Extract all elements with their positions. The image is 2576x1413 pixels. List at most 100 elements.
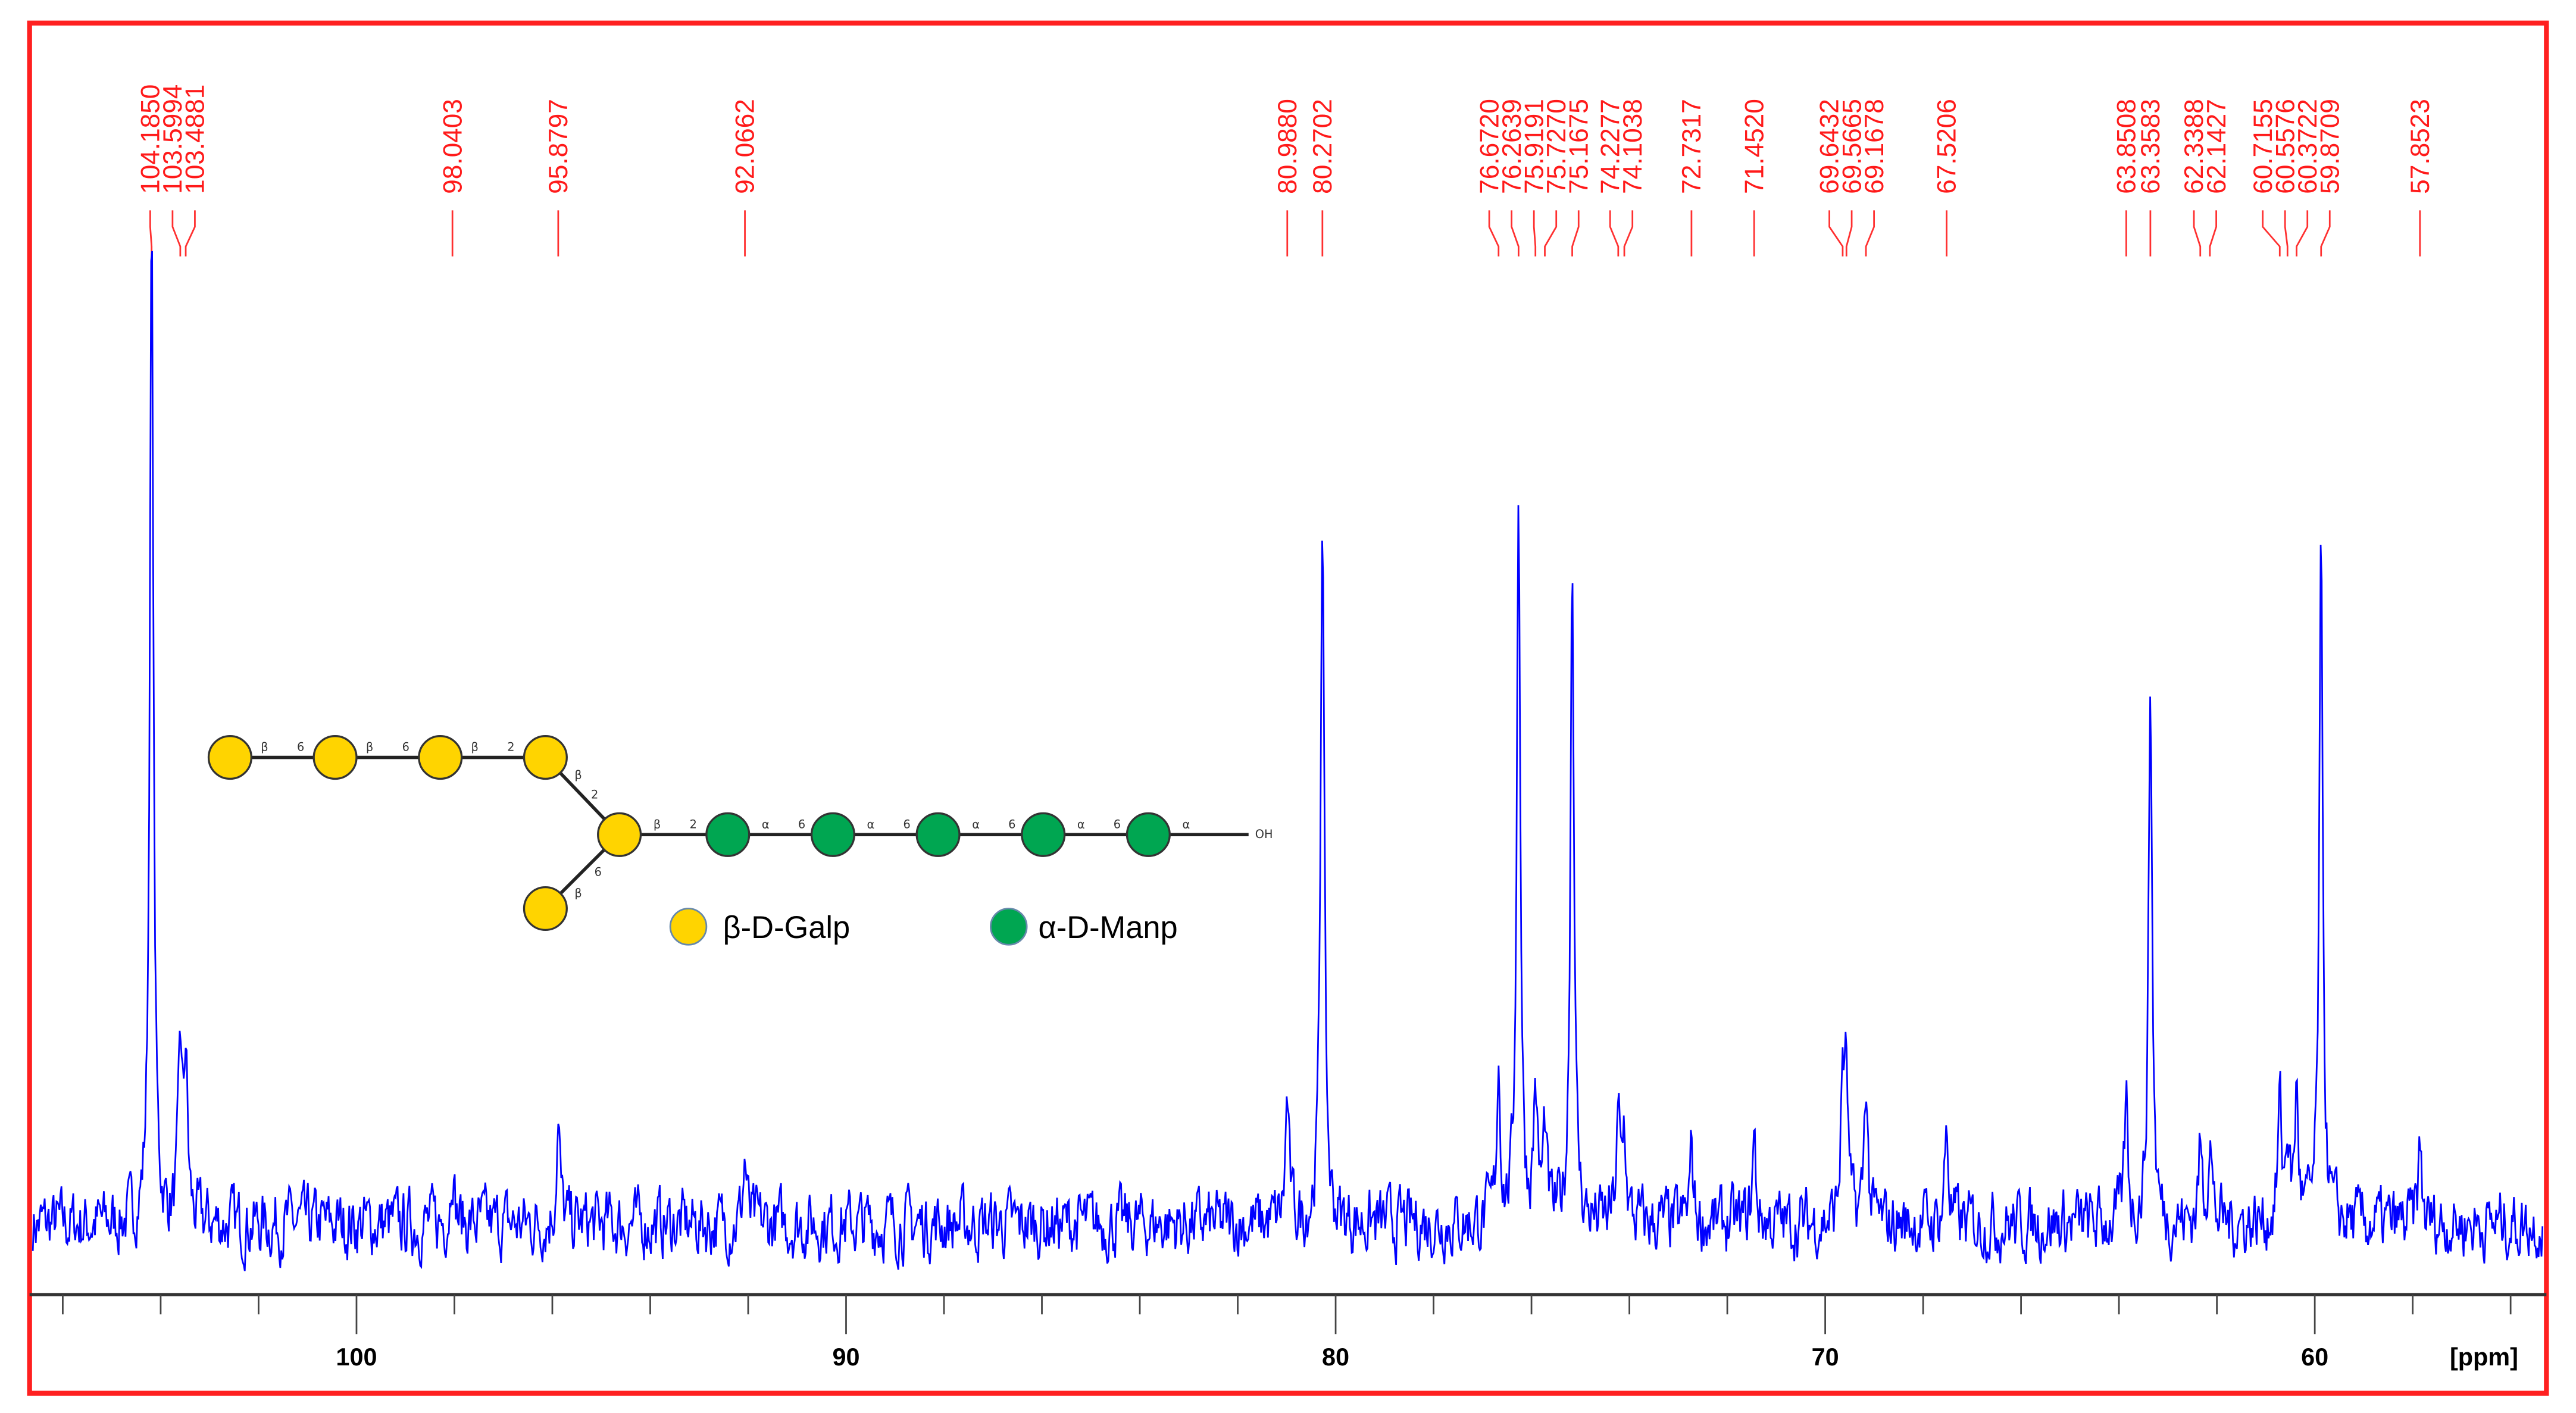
peak-leader-line xyxy=(1845,210,1853,257)
peak-label: 103.5994 xyxy=(158,85,187,194)
peak-label: 57.8523 xyxy=(2406,99,2435,194)
peak-leader-line xyxy=(2193,210,2202,257)
peak-label: 67.5206 xyxy=(1933,99,1962,194)
man-residue xyxy=(1126,812,1171,857)
peak-label: 92.0662 xyxy=(731,99,760,194)
peak-label: 76.6720 xyxy=(1475,99,1504,194)
man-residue xyxy=(810,812,855,857)
peak-label: 95.8797 xyxy=(544,99,573,194)
peak-leader-line xyxy=(149,210,153,257)
linkage-anomer: β xyxy=(574,768,582,781)
peak-leader-line xyxy=(171,210,182,257)
peak-label: 60.3722 xyxy=(2293,99,2322,194)
peak-label: 62.1427 xyxy=(2202,99,2231,194)
peak-label: 75.9191 xyxy=(1520,99,1549,194)
linkage-anomer: β xyxy=(654,817,661,831)
linkage-position: 6 xyxy=(1114,817,1121,831)
peak-label: 60.7155 xyxy=(2249,99,2278,194)
gal-residue xyxy=(207,735,252,780)
gal-residue xyxy=(523,886,568,931)
linkage-position: 6 xyxy=(798,817,805,831)
linkage-anomer: α xyxy=(867,817,875,831)
peak-label: 98.0403 xyxy=(438,99,467,194)
tick-label-60: 60 xyxy=(2301,1343,2328,1371)
linkage-anomer: α xyxy=(1077,817,1085,831)
peak-leader-line xyxy=(2284,210,2289,257)
linkage-anomer: α xyxy=(762,817,770,831)
peak-leader-line xyxy=(1511,210,1520,257)
gal-residue xyxy=(523,735,568,780)
tick-label-90: 90 xyxy=(832,1343,859,1371)
peak-leader-line xyxy=(2209,210,2217,257)
gal-residue-branch xyxy=(597,812,642,857)
x-axis-tick-labels: 100 90 80 70 60 xyxy=(336,1343,2328,1371)
peak-leader-line xyxy=(1571,210,1580,257)
linkage-anomer: β xyxy=(366,740,373,754)
gal-residue xyxy=(312,735,358,780)
peak-label: 75.1675 xyxy=(1564,99,1593,194)
tick-label-100: 100 xyxy=(336,1343,377,1371)
linkage-position: 6 xyxy=(297,740,304,754)
reducing-end-label: OH xyxy=(1255,827,1273,841)
peak-label: 80.9880 xyxy=(1273,99,1302,194)
peak-leader-line xyxy=(2262,210,2281,257)
legend-man-label: α-D-Manp xyxy=(1038,911,1177,945)
legend-man-symbol xyxy=(990,908,1028,946)
peak-label: 69.6432 xyxy=(1815,99,1845,194)
legend-gal-symbol xyxy=(669,908,708,946)
gal-residue xyxy=(418,735,463,780)
peak-label: 60.5576 xyxy=(2271,99,2300,194)
peak-label: 74.2277 xyxy=(1596,99,1625,194)
linkage-anomer: β xyxy=(574,886,582,900)
peak-label: 76.2639 xyxy=(1498,99,1527,194)
linkage-position: 6 xyxy=(903,817,910,831)
tick-label-80: 80 xyxy=(1322,1343,1349,1371)
peak-leader-line xyxy=(185,210,196,257)
peak-label: 62.3388 xyxy=(2180,99,2209,194)
man-residue xyxy=(705,812,751,857)
peak-leader-line xyxy=(1623,210,1634,257)
man-residue xyxy=(915,812,961,857)
peak-leader-line xyxy=(2296,210,2309,257)
peak-label: 63.8508 xyxy=(2112,99,2142,194)
linkage-position: 2 xyxy=(690,817,697,831)
x-axis-ticks xyxy=(62,1295,2512,1334)
frame-border xyxy=(27,20,2549,1396)
linkage-anomer: β xyxy=(471,740,479,754)
peak-leader-line xyxy=(1544,210,1558,257)
peak-label: 74.1038 xyxy=(1618,99,1647,194)
linkage-position: 2 xyxy=(507,740,514,754)
peak-label: 72.7317 xyxy=(1677,99,1706,194)
peak-leader-line xyxy=(1609,210,1620,257)
legend-gal-label: β-D-Galp xyxy=(723,911,850,945)
linkage-anomer: α xyxy=(1183,817,1190,831)
peak-label: 80.2702 xyxy=(1308,99,1337,194)
linkage-position: 6 xyxy=(595,865,602,879)
linkage-position: 6 xyxy=(1008,817,1015,831)
peak-leader-line xyxy=(2320,210,2331,257)
peak-label: 75.7270 xyxy=(1542,99,1571,194)
linkage-position: 2 xyxy=(591,788,598,802)
peak-label: 69.1678 xyxy=(1860,99,1889,194)
peak-leader-line xyxy=(1533,210,1537,257)
legend: β-D-Galp α-D-Manp xyxy=(669,908,1178,946)
peak-leader-line xyxy=(1828,210,1844,257)
peak-label: 63.3583 xyxy=(2136,99,2165,194)
peak-label: 104.1850 xyxy=(136,85,165,194)
spectrum-line xyxy=(32,251,2544,1271)
linkage-position: 6 xyxy=(402,740,409,754)
x-axis-unit-label: [ppm] xyxy=(2450,1343,2518,1371)
peak-label: 69.5665 xyxy=(1837,99,1867,194)
peak-label: 71.4520 xyxy=(1740,99,1769,194)
man-residue xyxy=(1021,812,1066,857)
peak-leader-line xyxy=(1865,210,1875,257)
linkage-anomer: α xyxy=(972,817,980,831)
linkage-anomer: β xyxy=(261,740,268,754)
peak-leader-line xyxy=(1488,210,1500,257)
peak-label: 103.4881 xyxy=(181,85,210,194)
tick-label-70: 70 xyxy=(1812,1343,1839,1371)
peak-label: 59.8709 xyxy=(2315,99,2344,194)
